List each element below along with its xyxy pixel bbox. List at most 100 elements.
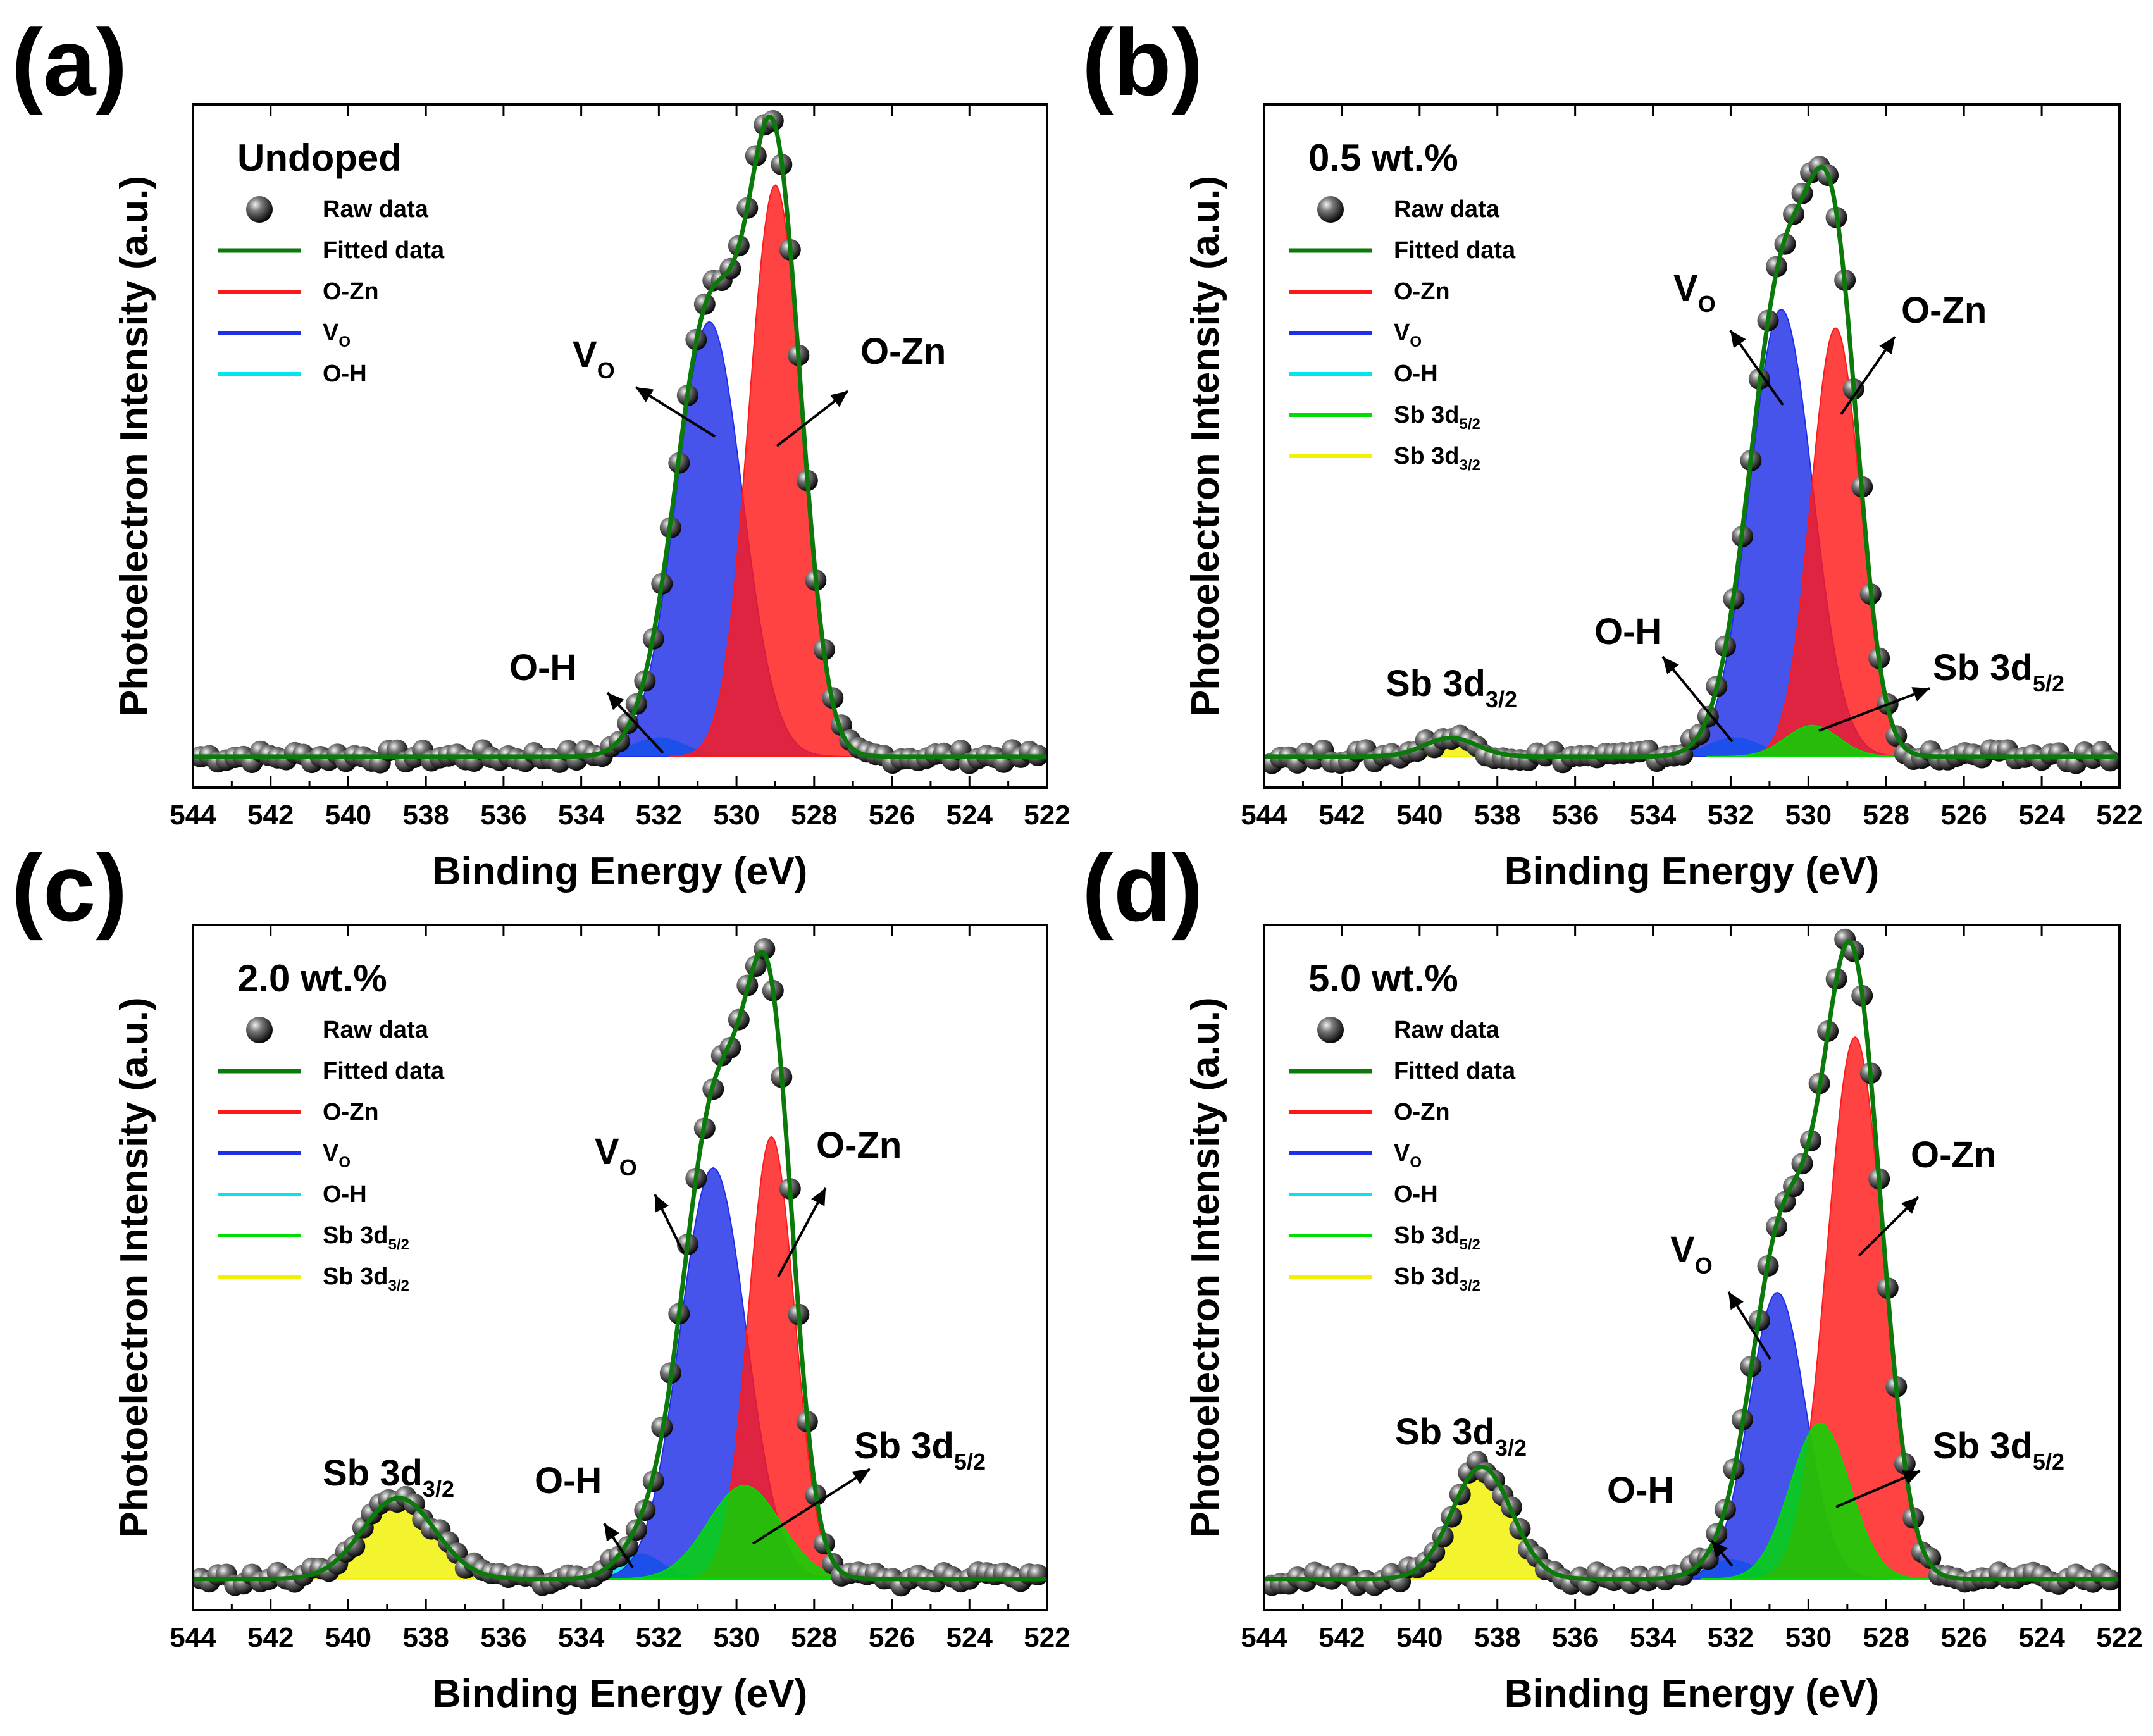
annotation-label-main: O-H — [1607, 1470, 1674, 1511]
annotation-label-main: O-Zn — [1901, 290, 1987, 331]
x-tick-label: 542 — [247, 800, 294, 831]
legend-marker-raw — [1317, 196, 1344, 223]
sample-label: Undoped — [237, 137, 402, 179]
peak-annotation: O-Zn — [776, 331, 946, 447]
legend-marker-raw — [246, 196, 273, 223]
annotation-label: VO — [595, 1131, 637, 1181]
plot-area — [193, 938, 1047, 1597]
annotation-label: O-H — [509, 647, 576, 688]
annotation-label-sub: 3/2 — [1486, 686, 1517, 712]
legend-label: VO — [323, 1140, 351, 1171]
panel-letter: (c) — [11, 834, 127, 941]
peak-annotation: O-H — [535, 1460, 634, 1569]
legend-label: Raw data — [1394, 1017, 1500, 1043]
raw-data-point — [344, 1535, 366, 1557]
panel-letter: (b) — [1082, 9, 1203, 115]
y-axis-title: Photoelectron Intensity (a.u.) — [1184, 997, 1227, 1537]
legend-label-main: Sb 3d — [323, 1222, 388, 1249]
y-axis-title: Photoelectron Intensity (a.u.) — [113, 176, 156, 716]
peak-annotation: O-Zn — [1840, 290, 1987, 416]
annotation-label-main: O-H — [1594, 611, 1661, 652]
annotation-label-sub: 5/2 — [954, 1449, 986, 1475]
plot-area — [193, 109, 1047, 774]
raw-data-series — [193, 109, 1047, 774]
x-tick-label: 540 — [325, 1622, 371, 1653]
annotation-label-main: Sb 3d — [1386, 663, 1486, 704]
legend-label-main: O-H — [323, 1181, 367, 1208]
fitted-line — [193, 114, 1047, 759]
legend-label: O-H — [323, 1181, 367, 1208]
x-tick-label: 540 — [325, 800, 371, 831]
legend-label-main: O-Zn — [323, 1099, 379, 1125]
annotation-label: VO — [1673, 268, 1716, 317]
peak-annotation: VO — [595, 1131, 685, 1253]
x-tick-label: 526 — [1940, 800, 1987, 831]
x-tick-label: 526 — [1940, 1622, 1987, 1653]
legend-label-sub: 3/2 — [1459, 1277, 1480, 1294]
x-tick-label: 542 — [1318, 800, 1365, 831]
legend-label-sub: O — [338, 333, 351, 350]
legend-label-main: Raw data — [1394, 196, 1500, 223]
legend-label: Fitted data — [323, 237, 445, 264]
annotation-label-sub: O — [1698, 291, 1716, 317]
legend-label: O-Zn — [1394, 278, 1450, 305]
x-tick-label: 538 — [1474, 1622, 1520, 1653]
annotation-arrowhead — [1879, 337, 1895, 355]
legend-label-main: V — [1394, 1140, 1410, 1167]
annotation-arrowhead — [1902, 1470, 1920, 1485]
annotation-label: VO — [573, 334, 615, 383]
x-tick-label: 544 — [170, 1622, 216, 1653]
x-tick-label: 536 — [1552, 800, 1598, 831]
annotation-label-sub: 5/2 — [2033, 1449, 2064, 1475]
x-tick-label: 538 — [1474, 800, 1520, 831]
peak-annotation: Sb 3d3/2 — [1386, 663, 1517, 712]
x-axis-title: Binding Energy (eV) — [433, 1672, 807, 1716]
annotation-arrowhead — [604, 1523, 620, 1542]
legend-label: Sb 3d5/2 — [323, 1222, 409, 1253]
sample-label: 0.5 wt.% — [1308, 137, 1458, 179]
chart-panel: 544 542 540 538 536 534 532 530 528 526 524 522 Bind… — [1082, 9, 2143, 893]
x-tick-label: 530 — [1785, 1622, 1832, 1653]
sample-label: 2.0 wt.% — [237, 957, 387, 1000]
legend-label-main: Raw data — [323, 196, 429, 223]
annotation-arrowhead — [1730, 330, 1746, 349]
fitted-line — [1264, 164, 2119, 759]
x-tick-label: 530 — [1785, 800, 1832, 831]
legend-label-main: Fitted data — [323, 1058, 445, 1084]
annotation-label-main: O-Zn — [1911, 1134, 1996, 1175]
annotation-label: Sb 3d3/2 — [323, 1453, 454, 1502]
x-tick-label: 522 — [1024, 800, 1070, 831]
axes-frame — [192, 103, 1048, 789]
annotation-label: O-H — [1594, 611, 1661, 652]
legend-label-main: V — [323, 1140, 339, 1167]
annotation-arrowhead — [811, 1188, 826, 1206]
annotation-arrowhead — [1901, 1197, 1918, 1214]
x-tick-label: 544 — [170, 800, 216, 831]
annotation-label: Sb 3d3/2 — [1395, 1411, 1527, 1461]
x-tick-label: 522 — [2096, 1622, 2142, 1653]
annotation-arrowhead — [1728, 1292, 1744, 1310]
legend-label-main: Raw data — [1394, 1017, 1500, 1043]
panel-letter: (a) — [11, 9, 127, 115]
annotation-arrowhead — [607, 693, 624, 710]
raw-data-point — [1697, 1548, 1719, 1570]
fitted-line — [1264, 939, 2119, 1582]
annotation-label-main: V — [573, 334, 597, 375]
legend-label: O-Zn — [323, 278, 379, 305]
legend-label: VO — [323, 319, 351, 350]
legend-label: Fitted data — [1394, 237, 1516, 264]
chart-panel: 544 542 540 538 536 534 532 530 528 526 524 522 Bind… — [11, 9, 1070, 893]
peak-annotation: O-Zn — [777, 1125, 902, 1277]
legend-label-sub: O — [338, 1154, 351, 1171]
annotation-label-sub: O — [597, 357, 615, 383]
raw-data-point — [2099, 750, 2119, 772]
legend-label-main: O-Zn — [1394, 278, 1450, 305]
legend-label: Sb 3d3/2 — [1394, 1263, 1480, 1294]
legend-label: Sb 3d5/2 — [1394, 402, 1480, 433]
x-tick-label: 528 — [791, 800, 837, 831]
peak-annotation: O-H — [1607, 1470, 1734, 1567]
raw-data-point — [1027, 1564, 1047, 1585]
peak-annotation: O-Zn — [1858, 1134, 1996, 1257]
plot-area — [1264, 156, 2119, 774]
legend-label-sub: 3/2 — [1459, 457, 1480, 474]
